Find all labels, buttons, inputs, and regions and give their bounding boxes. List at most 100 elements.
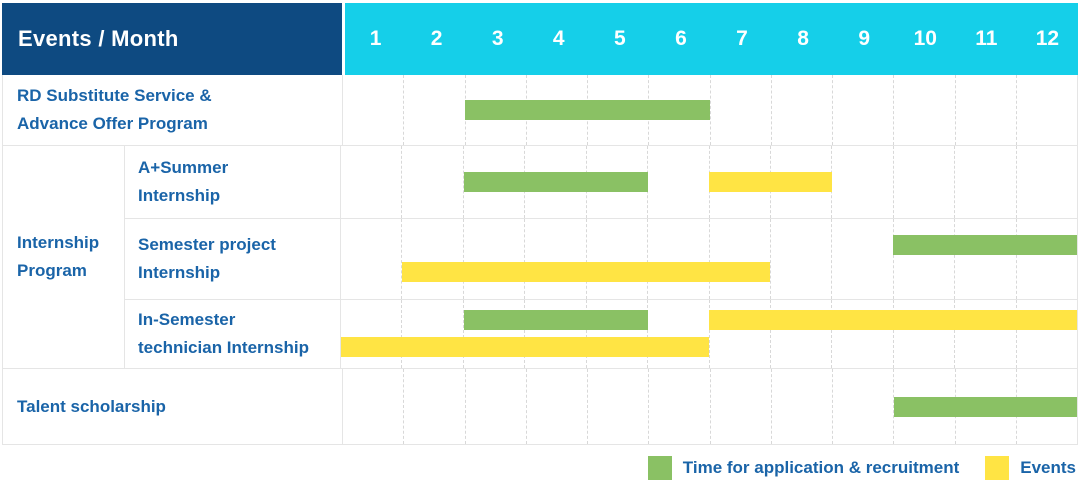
header-title-text: Events / Month xyxy=(18,26,179,51)
month-cell xyxy=(341,219,401,299)
legend-label-event: Events xyxy=(1020,458,1076,477)
month-cell xyxy=(954,300,1015,368)
month-cell xyxy=(1015,75,1077,145)
internship-subrows: A+Summer Internship Semester project Int… xyxy=(125,146,1077,368)
month-cell xyxy=(708,219,770,299)
month-cell xyxy=(585,300,647,368)
month-cell xyxy=(769,300,831,368)
row-label-line: Advance Offer Program xyxy=(17,114,208,133)
month-header-cell: 12 xyxy=(1035,27,1060,50)
month-header-cell: 6 xyxy=(675,27,687,50)
month-header-cell: 4 xyxy=(552,27,565,50)
month-cell xyxy=(462,219,524,299)
month-header-cell: 8 xyxy=(797,27,809,50)
month-cell xyxy=(587,369,648,444)
month-cell xyxy=(401,300,462,368)
month-cell xyxy=(709,369,771,444)
row-label-line: technician Internship xyxy=(138,338,309,357)
month-cell xyxy=(831,146,892,218)
month-cell xyxy=(647,146,708,218)
month-cell xyxy=(892,219,954,299)
gantt-bar-application xyxy=(463,310,648,330)
month-cell xyxy=(647,219,708,299)
month-cell xyxy=(343,369,403,444)
month-cell xyxy=(464,75,526,145)
row-semester-project-internship: Semester project Internship xyxy=(125,218,1077,299)
month-header-cell: 5 xyxy=(614,27,626,50)
month-cell xyxy=(831,300,892,368)
month-cell xyxy=(462,300,524,368)
timeline-cells-in-semester xyxy=(341,300,1077,368)
month-cell xyxy=(892,300,954,368)
gantt-bar-event xyxy=(709,172,832,192)
month-cell xyxy=(1015,146,1077,218)
month-cell xyxy=(462,146,524,218)
month-cell xyxy=(954,146,1015,218)
month-cell xyxy=(341,300,401,368)
month-cell xyxy=(341,146,401,218)
month-cell xyxy=(832,75,893,145)
month-cell xyxy=(954,75,1016,145)
gantt-bar-event xyxy=(709,310,1077,330)
month-cell xyxy=(647,300,708,368)
row-label-line: RD Substitute Service & xyxy=(17,86,212,105)
group-label-line: Program xyxy=(17,261,87,280)
month-header-cell: 2 xyxy=(430,27,443,50)
month-cell xyxy=(832,369,893,444)
group-label-internship-program: Internship Program xyxy=(3,146,125,368)
group-label-line: Internship xyxy=(17,233,100,252)
row-label-rd-substitute: RD Substitute Service & Advance Offer Pr… xyxy=(3,75,343,145)
row-rd-substitute-service: RD Substitute Service & Advance Offer Pr… xyxy=(3,75,1077,145)
timeline-cells-talent-scholarship xyxy=(343,369,1077,444)
row-label-a-summer: A+Summer Internship xyxy=(125,146,341,218)
row-label-talent-scholarship: Talent scholarship xyxy=(3,369,343,444)
timeline-cells-semester-project xyxy=(341,219,1077,299)
month-cell xyxy=(1015,300,1077,368)
month-header-cell: 1 xyxy=(369,27,382,50)
month-cell xyxy=(403,369,464,444)
month-cell xyxy=(770,75,832,145)
month-cell xyxy=(525,369,587,444)
month-cell xyxy=(524,219,585,299)
month-cell xyxy=(403,75,464,145)
events-month-header-cell: Events / Month xyxy=(2,3,342,75)
row-in-semester-technician-internship: In-Semester technician Internship xyxy=(125,299,1077,368)
legend-label-application: Time for application & recruitment xyxy=(682,458,960,477)
row-talent-scholarship: Talent scholarship xyxy=(3,368,1077,444)
month-cell xyxy=(708,300,770,368)
row-label-line: Internship xyxy=(138,263,221,282)
row-label-line: A+Summer xyxy=(138,158,229,177)
month-header-cell: 7 xyxy=(736,27,748,50)
timeline-cells-rd-substitute xyxy=(343,75,1077,145)
row-label-in-semester: In-Semester technician Internship xyxy=(125,300,341,368)
gantt-bar-event xyxy=(402,262,771,282)
legend-item-event: Events xyxy=(985,456,1076,480)
legend-item-application: Time for application & recruitment xyxy=(647,456,960,480)
month-cell xyxy=(401,219,462,299)
month-cell xyxy=(769,219,831,299)
gantt-bar-application xyxy=(463,172,648,192)
row-label-line: Internship xyxy=(138,186,221,205)
month-cell xyxy=(1015,219,1077,299)
table-body: RD Substitute Service & Advance Offer Pr… xyxy=(2,75,1078,445)
month-header-cell: 3 xyxy=(491,27,504,50)
month-cell xyxy=(831,219,892,299)
gantt-bar-application xyxy=(893,235,1077,255)
month-cell xyxy=(343,75,403,145)
table-header-row: Events / Month 1 2 3 4 5 6 7 8 9 10 11 12 xyxy=(2,3,1078,75)
legend-swatch-event xyxy=(985,456,1010,480)
month-cell xyxy=(524,300,585,368)
month-cell xyxy=(709,75,771,145)
month-header-cell: 11 xyxy=(975,27,998,50)
gantt-bar-event xyxy=(341,337,709,357)
gantt-bar-application xyxy=(465,100,710,120)
row-a-summer-internship: A+Summer Internship xyxy=(125,146,1077,218)
row-label-line: In-Semester xyxy=(138,310,236,329)
internship-program-group-row: Internship Program A+Summer Internship S… xyxy=(3,145,1077,368)
row-label-semester-project: Semester project Internship xyxy=(125,219,341,299)
month-cell xyxy=(892,146,954,218)
month-cell xyxy=(464,369,526,444)
month-cell xyxy=(401,146,462,218)
legend-swatch-application xyxy=(647,456,672,480)
